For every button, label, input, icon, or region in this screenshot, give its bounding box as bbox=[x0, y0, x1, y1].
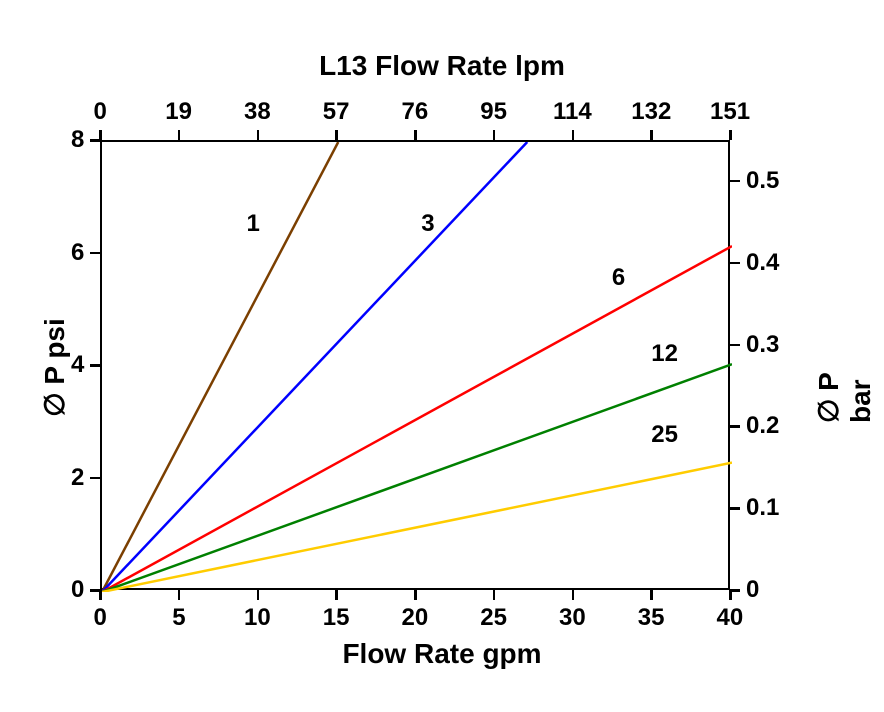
x-top-tick bbox=[335, 130, 338, 140]
series-label-3: 3 bbox=[421, 210, 434, 238]
y-left-tick bbox=[90, 252, 100, 255]
x-top-tick bbox=[729, 130, 732, 140]
series-line-1 bbox=[102, 142, 338, 592]
x-bottom-tick bbox=[650, 590, 653, 600]
x-top-tick bbox=[257, 130, 260, 140]
y-right-tick bbox=[730, 507, 740, 510]
y-left-tick bbox=[90, 477, 100, 480]
x-bottom-tick-label: 10 bbox=[244, 604, 271, 632]
x-top-tick bbox=[414, 130, 417, 140]
x-bottom-tick-label: 35 bbox=[638, 604, 665, 632]
y-right-tick-label: 0.5 bbox=[746, 167, 779, 195]
series-line-3 bbox=[102, 142, 527, 592]
y-right-tick-label: 0.2 bbox=[746, 412, 779, 440]
y-right-symbol: ∅ bbox=[813, 399, 844, 423]
x-axis-top-title: L13 Flow Rate lpm bbox=[0, 50, 884, 82]
x-top-tick-label: 151 bbox=[710, 98, 750, 126]
x-bottom-tick-label: 25 bbox=[480, 604, 507, 632]
x-top-tick-label: 76 bbox=[402, 98, 429, 126]
x-top-tick-label: 95 bbox=[480, 98, 507, 126]
x-top-tick-label: 57 bbox=[323, 98, 350, 126]
y-left-tick-label: 8 bbox=[71, 126, 84, 154]
x-axis-top-title-text: L13 Flow Rate lpm bbox=[319, 50, 565, 81]
x-bottom-tick bbox=[335, 590, 338, 600]
x-bottom-tick-label: 15 bbox=[323, 604, 350, 632]
x-bottom-tick bbox=[493, 590, 496, 600]
y-left-tick-label: 6 bbox=[71, 239, 84, 267]
y-left-tick-label: 4 bbox=[71, 351, 84, 379]
y-left-tick bbox=[90, 139, 100, 142]
x-top-tick-label: 114 bbox=[553, 98, 592, 126]
y-left-tick-label: 2 bbox=[71, 464, 84, 492]
y-left-tick-label: 0 bbox=[71, 576, 84, 604]
plot-area bbox=[100, 140, 730, 590]
y-right-tick-label: 0 bbox=[746, 576, 759, 604]
x-top-tick bbox=[178, 130, 181, 140]
series-label-6: 6 bbox=[612, 264, 625, 292]
series-label-12: 12 bbox=[651, 340, 678, 368]
x-bottom-tick bbox=[257, 590, 260, 600]
x-bottom-tick bbox=[99, 590, 102, 600]
x-bottom-tick bbox=[414, 590, 417, 600]
x-top-tick-label: 0 bbox=[94, 98, 107, 126]
x-top-tick-label: 38 bbox=[244, 98, 271, 126]
x-bottom-tick bbox=[572, 590, 575, 600]
y-axis-right-title: ∅ P bar bbox=[812, 344, 877, 423]
y-right-tick bbox=[730, 425, 740, 428]
x-top-tick-label: 132 bbox=[631, 98, 671, 126]
y-right-tick bbox=[730, 262, 740, 265]
y-left-symbol: ∅ bbox=[39, 392, 70, 416]
y-axis-left-title: ∅ P psi bbox=[38, 318, 71, 417]
x-top-tick bbox=[572, 130, 575, 140]
y-left-text: P psi bbox=[39, 318, 70, 392]
series-svg bbox=[102, 142, 732, 592]
x-top-tick bbox=[493, 130, 496, 140]
x-top-tick bbox=[650, 130, 653, 140]
y-right-tick bbox=[730, 589, 740, 592]
x-axis-bottom-title-text: Flow Rate gpm bbox=[342, 638, 541, 669]
series-line-25 bbox=[102, 463, 732, 592]
y-right-tick-label: 0.1 bbox=[746, 494, 779, 522]
x-bottom-tick-label: 5 bbox=[172, 604, 185, 632]
series-line-6 bbox=[102, 246, 732, 592]
y-right-tick bbox=[730, 180, 740, 183]
series-line-12 bbox=[102, 364, 732, 592]
pressure-vs-flow-chart: L13 Flow Rate lpm Flow Rate gpm ∅ P psi … bbox=[0, 0, 884, 712]
x-axis-bottom-title: Flow Rate gpm bbox=[0, 638, 884, 670]
y-left-tick bbox=[90, 364, 100, 367]
series-label-1: 1 bbox=[246, 210, 259, 238]
x-bottom-tick-label: 30 bbox=[559, 604, 586, 632]
y-right-tick-label: 0.4 bbox=[746, 249, 779, 277]
series-label-25: 25 bbox=[651, 421, 678, 449]
x-bottom-tick bbox=[178, 590, 181, 600]
y-left-tick bbox=[90, 589, 100, 592]
y-right-tick bbox=[730, 344, 740, 347]
y-right-tick-label: 0.3 bbox=[746, 331, 779, 359]
x-top-tick-label: 19 bbox=[165, 98, 192, 126]
x-bottom-tick bbox=[729, 590, 732, 600]
x-bottom-tick-label: 20 bbox=[402, 604, 429, 632]
x-bottom-tick-label: 0 bbox=[94, 604, 107, 632]
x-bottom-tick-label: 40 bbox=[717, 604, 744, 632]
